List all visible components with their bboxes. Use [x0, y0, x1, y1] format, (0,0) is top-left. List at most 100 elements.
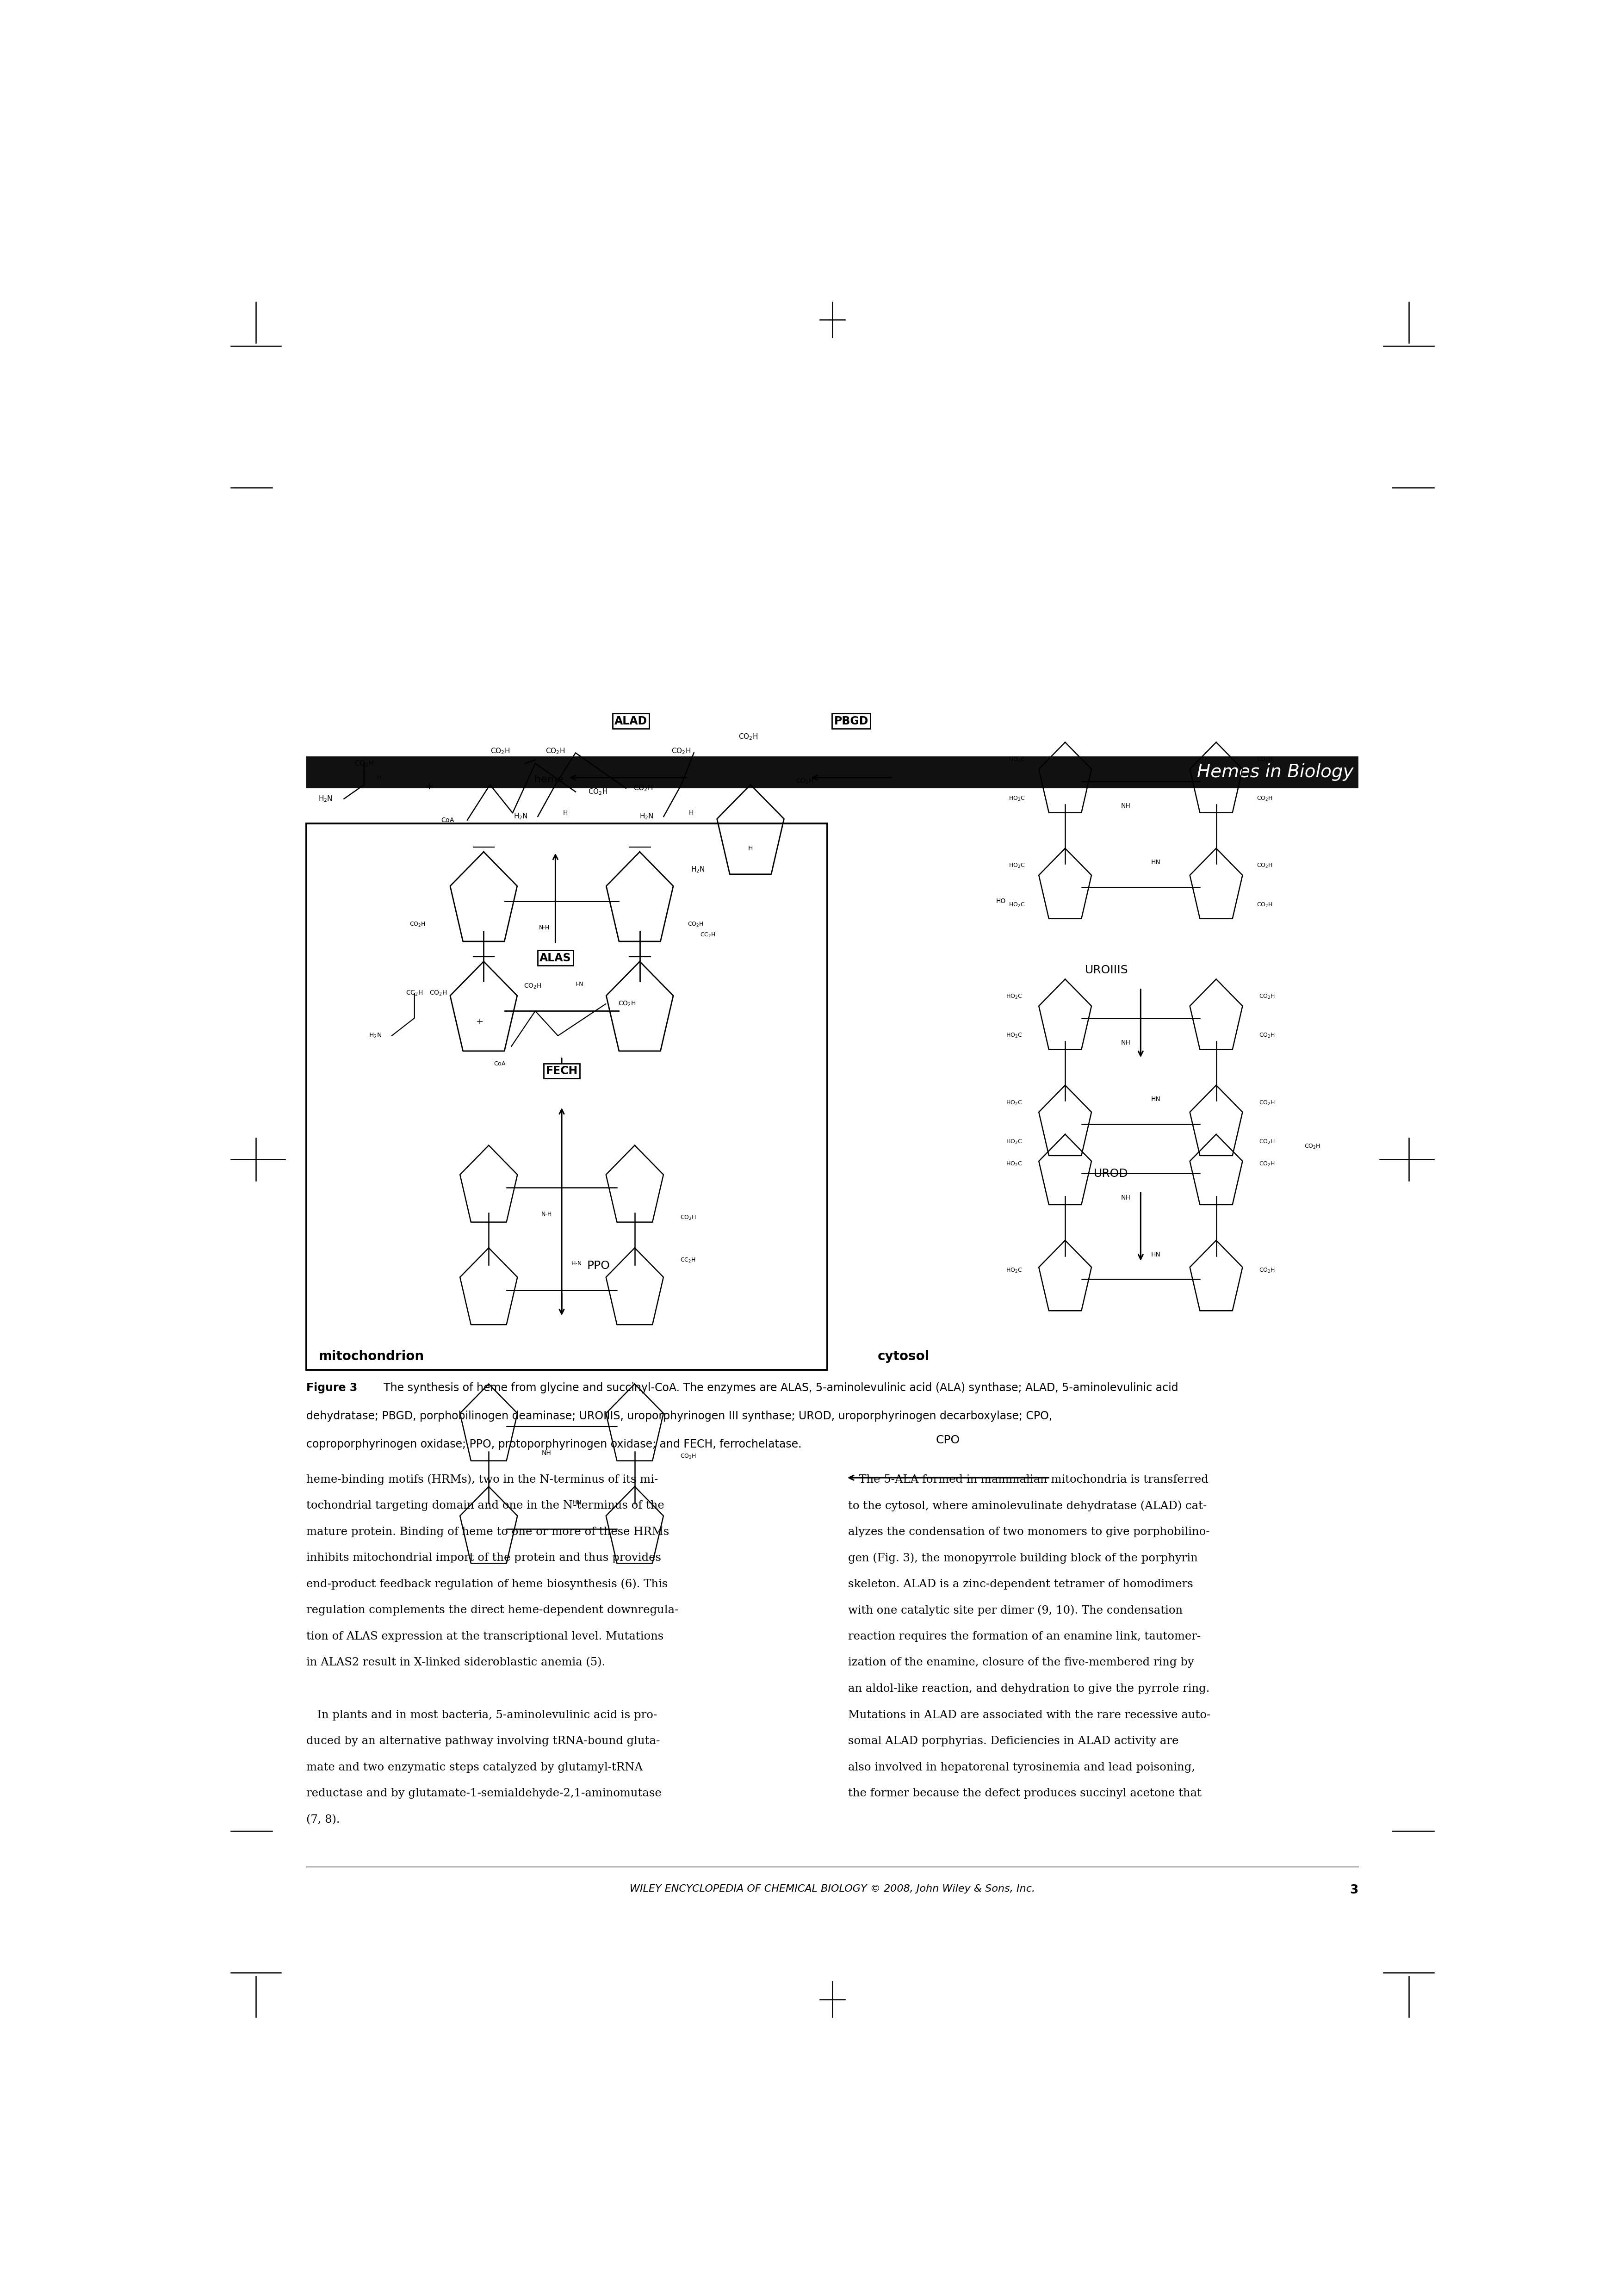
Text: heme: heme — [534, 774, 564, 783]
Text: N-H: N-H — [541, 1212, 552, 1217]
Text: WILEY ENCYCLOPEDIA OF CHEMICAL BIOLOGY © 2008, John Wiley & Sons, Inc.: WILEY ENCYCLOPEDIA OF CHEMICAL BIOLOGY ©… — [630, 1885, 1034, 1894]
Text: N-H: N-H — [539, 925, 549, 930]
Text: $\mathregular{HO_2C}$: $\mathregular{HO_2C}$ — [1005, 1267, 1023, 1274]
Text: H: H — [749, 845, 754, 852]
Text: somal ALAD porphyrias. Deficiencies in ALAD activity are: somal ALAD porphyrias. Deficiencies in A… — [848, 1736, 1179, 1747]
Text: dehydratase; PBGD, porphobilinogen deaminase; UROIIIS, uroporphyrinogen III synt: dehydratase; PBGD, porphobilinogen deami… — [307, 1410, 1052, 1421]
Text: reaction requires the formation of an enamine link, tautomer-: reaction requires the formation of an en… — [848, 1630, 1200, 1642]
Text: cytosol: cytosol — [877, 1350, 929, 1364]
Text: end-product feedback regulation of heme biosynthesis (6). This: end-product feedback regulation of heme … — [307, 1580, 667, 1589]
Text: CPO: CPO — [935, 1435, 960, 1446]
Text: (7, 8).: (7, 8). — [307, 1814, 339, 1825]
Text: skeleton. ALAD is a zinc-dependent tetramer of homodimers: skeleton. ALAD is a zinc-dependent tetra… — [848, 1580, 1194, 1589]
Text: +: + — [425, 783, 434, 792]
Text: $\mathregular{CO_2H}$: $\mathregular{CO_2H}$ — [619, 1001, 637, 1008]
Text: H: H — [689, 810, 693, 815]
Text: inhibits mitochondrial import of the protein and thus provides: inhibits mitochondrial import of the pro… — [307, 1552, 661, 1564]
Text: $\mathregular{H_2N}$: $\mathregular{H_2N}$ — [318, 794, 333, 804]
Text: alyzes the condensation of two monomers to give porphobilino-: alyzes the condensation of two monomers … — [848, 1527, 1210, 1536]
Text: HN: HN — [1151, 859, 1161, 866]
Text: HO: HO — [996, 898, 1005, 905]
Text: ization of the enamine, closure of the five-membered ring by: ization of the enamine, closure of the f… — [848, 1658, 1194, 1667]
Text: NH: NH — [542, 1449, 552, 1456]
Text: Hemes in Biology: Hemes in Biology — [1197, 765, 1353, 781]
Text: ALAS: ALAS — [539, 953, 572, 964]
Text: 3: 3 — [1350, 1885, 1358, 1896]
Text: FECH: FECH — [546, 1065, 578, 1077]
Text: The synthesis of heme from glycine and succinyl-CoA. The enzymes are ALAS, 5-ami: The synthesis of heme from glycine and s… — [377, 1382, 1179, 1394]
Text: NH: NH — [1121, 804, 1130, 808]
Text: $\mathregular{CO_2H}$: $\mathregular{CO_2H}$ — [354, 760, 374, 767]
Text: PBGD: PBGD — [835, 716, 869, 726]
Text: $\mathregular{CO_2H}$: $\mathregular{CO_2H}$ — [429, 990, 447, 996]
Text: $\mathregular{CO_2H}$: $\mathregular{CO_2H}$ — [588, 788, 607, 797]
Text: an aldol-like reaction, and dehydration to give the pyrrole ring.: an aldol-like reaction, and dehydration … — [848, 1683, 1210, 1694]
Text: $\mathregular{HO_2C}$: $\mathregular{HO_2C}$ — [1009, 755, 1025, 765]
Text: $\mathregular{CO_2H}$: $\mathregular{CO_2H}$ — [525, 983, 542, 990]
Text: $\mathregular{H_2N}$: $\mathregular{H_2N}$ — [369, 1031, 382, 1040]
Text: $\mathregular{CO_2H}$: $\mathregular{CO_2H}$ — [1259, 1033, 1275, 1040]
Text: In plants and in most bacteria, 5-aminolevulinic acid is pro-: In plants and in most bacteria, 5-aminol… — [307, 1711, 658, 1720]
Text: UROD: UROD — [1093, 1169, 1129, 1180]
Text: with one catalytic site per dimer (9, 10). The condensation: with one catalytic site per dimer (9, 10… — [848, 1605, 1182, 1616]
Text: Mutations in ALAD are associated with the rare recessive auto-: Mutations in ALAD are associated with th… — [848, 1711, 1210, 1720]
Text: PPO: PPO — [586, 1261, 611, 1272]
Text: $\mathregular{CO_2H}$: $\mathregular{CO_2H}$ — [1257, 755, 1273, 765]
Text: +: + — [476, 1017, 484, 1026]
Text: HN: HN — [572, 1499, 581, 1506]
Text: $\mathregular{HO_2C}$: $\mathregular{HO_2C}$ — [1005, 1100, 1023, 1107]
Text: $\mathregular{CC_2H}$: $\mathregular{CC_2H}$ — [680, 1256, 695, 1263]
Text: $\mathregular{CO_2H}$: $\mathregular{CO_2H}$ — [687, 921, 703, 928]
Text: $\mathregular{CC_2H}$: $\mathregular{CC_2H}$ — [700, 932, 716, 939]
Text: duced by an alternative pathway involving tRNA-bound gluta-: duced by an alternative pathway involvin… — [307, 1736, 659, 1747]
Text: $\mathregular{CO_2H}$: $\mathregular{CO_2H}$ — [1257, 863, 1273, 870]
Text: $\mathregular{CO_2H}$: $\mathregular{CO_2H}$ — [1259, 1100, 1275, 1107]
Text: $\mathregular{CC_2H}$: $\mathregular{CC_2H}$ — [406, 990, 422, 996]
Text: mature protein. Binding of heme to one or more of these HRMs: mature protein. Binding of heme to one o… — [307, 1527, 669, 1536]
Text: $\mathregular{HO_2C}$: $\mathregular{HO_2C}$ — [1005, 1139, 1023, 1146]
Text: The 5-ALA formed in mammalian mitochondria is transferred: The 5-ALA formed in mammalian mitochondr… — [848, 1474, 1208, 1486]
Text: $\mathregular{CO_2H}$: $\mathregular{CO_2H}$ — [739, 732, 758, 742]
Text: mate and two enzymatic steps catalyzed by glutamyl-tRNA: mate and two enzymatic steps catalyzed b… — [307, 1761, 643, 1773]
Text: also involved in hepatorenal tyrosinemia and lead poisoning,: also involved in hepatorenal tyrosinemia… — [848, 1761, 1195, 1773]
Text: $\mathregular{HO_2C}$: $\mathregular{HO_2C}$ — [1005, 1162, 1023, 1169]
Text: $\mathregular{CO_2H}$: $\mathregular{CO_2H}$ — [546, 746, 565, 755]
Text: $\mathregular{CoA}$: $\mathregular{CoA}$ — [442, 817, 455, 824]
Text: H: H — [377, 774, 382, 781]
Text: $\mathregular{CO_2H}$: $\mathregular{CO_2H}$ — [1257, 902, 1273, 909]
Text: $\mathregular{CO_2H}$: $\mathregular{CO_2H}$ — [1259, 1162, 1275, 1169]
Text: UROIIIS: UROIIIS — [1085, 964, 1129, 976]
Text: $\mathregular{H_2N}$: $\mathregular{H_2N}$ — [690, 866, 705, 875]
Text: H: H — [564, 810, 568, 815]
Text: $\mathregular{HO_2C}$: $\mathregular{HO_2C}$ — [1009, 902, 1025, 909]
Text: $\mathregular{CO_2H}$: $\mathregular{CO_2H}$ — [796, 778, 814, 785]
Text: $\mathregular{CO_2H}$: $\mathregular{CO_2H}$ — [672, 746, 690, 755]
Text: coproporphyrinogen oxidase; PPO, protoporphyrinogen oxidase; and FECH, ferrochel: coproporphyrinogen oxidase; PPO, protopo… — [307, 1440, 802, 1449]
Text: H-N: H-N — [572, 1261, 581, 1267]
Text: mitochondrion: mitochondrion — [318, 1350, 424, 1364]
Text: tion of ALAS expression at the transcriptional level. Mutations: tion of ALAS expression at the transcrip… — [307, 1630, 664, 1642]
Text: $\mathregular{H_2N}$: $\mathregular{H_2N}$ — [640, 813, 653, 822]
Text: $\mathregular{CO_2H}$: $\mathregular{CO_2H}$ — [1259, 994, 1275, 1001]
Text: $\mathregular{CO_2H}$: $\mathregular{CO_2H}$ — [1304, 1143, 1320, 1150]
Bar — [307, 824, 827, 1371]
Text: Figure 3: Figure 3 — [307, 1382, 357, 1394]
Text: $\mathregular{HO_2C}$: $\mathregular{HO_2C}$ — [1005, 994, 1023, 1001]
Text: gen (Fig. 3), the monopyrrole building block of the porphyrin: gen (Fig. 3), the monopyrrole building b… — [848, 1552, 1199, 1564]
Text: $\mathregular{CoA}$: $\mathregular{CoA}$ — [494, 1061, 507, 1068]
Bar — [307, 755, 1358, 788]
Text: $\mathregular{CO_2H}$: $\mathregular{CO_2H}$ — [490, 746, 510, 755]
Text: I-N: I-N — [575, 980, 583, 987]
Text: $\mathregular{CO_2H}$: $\mathregular{CO_2H}$ — [680, 1215, 697, 1221]
Text: in ALAS2 result in X-linked sideroblastic anemia (5).: in ALAS2 result in X-linked sideroblasti… — [307, 1658, 606, 1667]
Text: $\mathregular{CO_2H}$: $\mathregular{CO_2H}$ — [1259, 1267, 1275, 1274]
Text: $\mathregular{HO_2C}$: $\mathregular{HO_2C}$ — [1009, 794, 1025, 801]
Text: $\mathregular{CO_2H}$: $\mathregular{CO_2H}$ — [1259, 1139, 1275, 1146]
Text: $\mathregular{H_2N}$: $\mathregular{H_2N}$ — [513, 813, 528, 822]
Text: $\mathregular{CO_2H}$: $\mathregular{CO_2H}$ — [680, 1453, 697, 1460]
Text: $\mathregular{CO_2H}$: $\mathregular{CO_2H}$ — [633, 783, 653, 792]
Text: $\mathregular{HO_2C}$: $\mathregular{HO_2C}$ — [1005, 1033, 1023, 1040]
Text: heme-binding motifs (HRMs), two in the N-terminus of its mi-: heme-binding motifs (HRMs), two in the N… — [307, 1474, 658, 1486]
Text: $\mathregular{CO_2H}$: $\mathregular{CO_2H}$ — [1257, 794, 1273, 801]
Text: regulation complements the direct heme-dependent downregula-: regulation complements the direct heme-d… — [307, 1605, 679, 1616]
